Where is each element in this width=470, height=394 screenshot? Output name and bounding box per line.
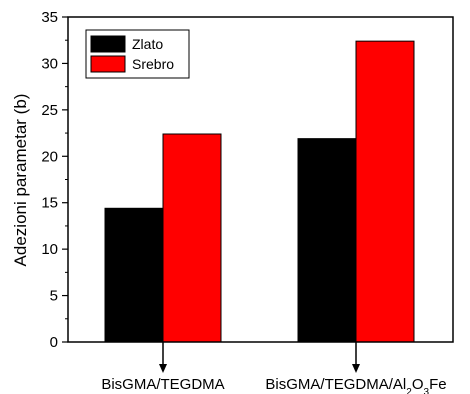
- y-tick-label: 0: [50, 334, 58, 351]
- bar-zlato-1: [104, 207, 164, 343]
- bar-srebro-1: [162, 133, 222, 343]
- y-tick-label: 20: [41, 148, 58, 165]
- legend-label-zlato: Zlato: [132, 36, 163, 52]
- x-tick-arrow-icon: [352, 364, 360, 373]
- x-tick-arrow-icon: [159, 364, 167, 373]
- y-tick-label: 25: [41, 102, 58, 119]
- x-axis: BisGMA/TEGDMA BisGMA/TEGDMA/Al2O3Fe: [101, 342, 447, 394]
- y-tick-label: 15: [41, 195, 58, 212]
- x-category-label: BisGMA/TEGDMA/Al2O3Fe: [265, 376, 446, 394]
- bar-srebro-2: [355, 40, 415, 343]
- bars-group: [104, 40, 415, 343]
- x-category-label: BisGMA/TEGDMA: [101, 376, 224, 393]
- bar-zlato-2: [297, 138, 357, 343]
- y-tick-label: 35: [41, 9, 58, 26]
- legend-swatch-zlato: [90, 35, 126, 53]
- legend-label-srebro: Srebro: [132, 56, 174, 72]
- legend-swatch-srebro: [90, 55, 126, 73]
- y-tick-label: 5: [50, 288, 58, 305]
- y-axis: 0 5 10 15 20 25 30 35: [41, 9, 68, 351]
- y-tick-label: 30: [41, 55, 58, 72]
- y-axis-title: Adezioni parametar (b): [11, 94, 30, 267]
- legend: Zlato Srebro: [85, 29, 190, 79]
- y-tick-label: 10: [41, 241, 58, 258]
